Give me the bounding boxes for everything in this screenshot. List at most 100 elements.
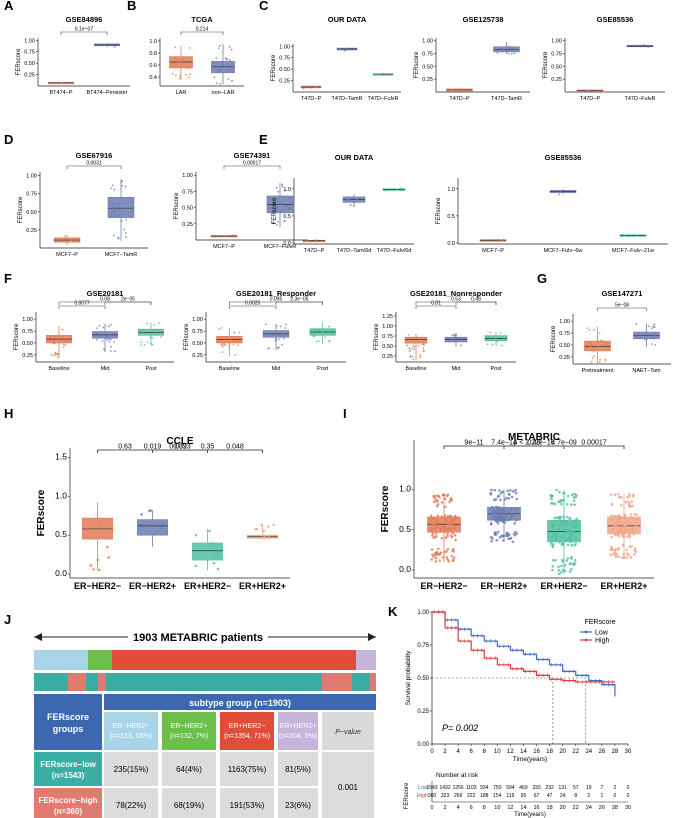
legend-marker: [584, 630, 588, 634]
data-point: [406, 344, 409, 347]
data-point: [508, 493, 511, 496]
col-header-label: (n=313, 16%): [110, 733, 152, 740]
panel-k: K0.000.250.500.751.000 2 4 6 8 10 12 14 16 18 20 22…: [388, 604, 632, 818]
data-point: [557, 565, 560, 569]
table-cell: [162, 788, 216, 818]
data-point: [212, 561, 216, 565]
data-point: [288, 201, 291, 204]
y-tick-label: 0.50: [382, 344, 393, 350]
data-point: [445, 550, 448, 553]
data-point: [179, 74, 181, 77]
data-point: [495, 533, 498, 536]
data-point: [95, 327, 98, 330]
data-point: [443, 526, 446, 530]
row-groups-label: FERscore: [47, 712, 89, 722]
data-point: [629, 521, 633, 525]
data-point: [636, 335, 639, 338]
panel-title: GSE85536: [545, 153, 582, 162]
data-point: [554, 532, 557, 536]
data-point: [508, 537, 512, 541]
data-point: [502, 336, 505, 338]
pvalue-label: 0.048: [226, 444, 244, 451]
data-point: [448, 514, 452, 518]
data-point: [213, 61, 216, 64]
data-point: [438, 553, 442, 556]
y-tick-label: 0.75: [422, 51, 433, 57]
data-point: [625, 535, 629, 538]
pvalue-bracket: [60, 31, 108, 35]
x-tick-label: non−LAR: [211, 90, 234, 96]
data-point: [597, 345, 600, 348]
data-point: [374, 73, 376, 76]
data-point: [511, 540, 515, 544]
data-point: [451, 559, 455, 562]
table-cell: [278, 752, 318, 786]
panel-title: GSE74391: [234, 151, 271, 160]
data-point: [185, 73, 187, 76]
risk-x-tick: 0: [430, 805, 433, 811]
data-point: [435, 520, 438, 524]
data-point: [564, 530, 568, 534]
pvalue-label: 0.095: [270, 297, 283, 303]
data-point: [573, 544, 576, 547]
data-point: [434, 523, 437, 527]
data-point: [447, 560, 451, 563]
data-point: [507, 497, 511, 500]
panel-title: GSE85536: [597, 15, 634, 24]
data-point: [302, 87, 305, 90]
data-point: [353, 201, 356, 203]
data-point: [232, 343, 235, 346]
y-tick-label: 0.25: [182, 222, 193, 228]
data-point: [645, 331, 648, 333]
row-groups-label: groups: [53, 724, 84, 734]
y-tick-label: 0.75: [559, 331, 570, 337]
data-point: [282, 332, 285, 335]
data-point: [501, 50, 504, 53]
data-point: [621, 544, 625, 547]
y-tick-label: 1.00: [26, 174, 37, 180]
data-point: [450, 554, 454, 558]
data-point: [123, 228, 126, 231]
box-0: [82, 517, 113, 540]
x-tick-label: T47D−TamR: [491, 96, 522, 102]
panel-letter: H: [4, 406, 13, 421]
data-point: [551, 539, 554, 543]
risk-high-value: 2: [587, 793, 590, 799]
y-tick-label: 1.00: [559, 319, 570, 325]
pvalue-bracket: [180, 31, 224, 35]
data-point: [429, 529, 433, 533]
data-point: [124, 232, 127, 234]
data-point: [422, 347, 425, 349]
data-point: [343, 49, 346, 52]
data-point: [626, 500, 630, 503]
data-point: [495, 538, 498, 542]
x-tick-label: ER−HER2−: [74, 581, 121, 591]
y-axis-label: FERscore: [14, 323, 20, 350]
data-point: [279, 332, 282, 335]
data-point: [493, 488, 497, 492]
data-point: [569, 567, 573, 571]
data-point: [651, 327, 653, 330]
data-point: [396, 188, 398, 191]
data-point: [443, 497, 447, 501]
arrow-left-icon: [34, 633, 42, 641]
data-point: [157, 329, 160, 332]
data-point: [502, 511, 506, 515]
data-point: [449, 521, 452, 525]
data-point: [225, 58, 228, 61]
data-point: [98, 568, 101, 572]
panel-title: GSE67916: [76, 151, 113, 160]
data-point: [448, 527, 452, 530]
data-point: [234, 340, 237, 342]
data-point: [227, 68, 229, 71]
table-cell: [104, 752, 158, 786]
data-point: [275, 208, 278, 211]
data-point: [110, 187, 113, 190]
x-tick-label: BT474−Persister: [86, 90, 127, 96]
data-point: [609, 520, 613, 524]
data-point: [440, 536, 444, 540]
x-tick-label: 2: [443, 749, 447, 755]
x-tick-label: MCF7−P: [56, 252, 78, 258]
data-point: [446, 532, 449, 536]
data-point: [146, 322, 148, 325]
